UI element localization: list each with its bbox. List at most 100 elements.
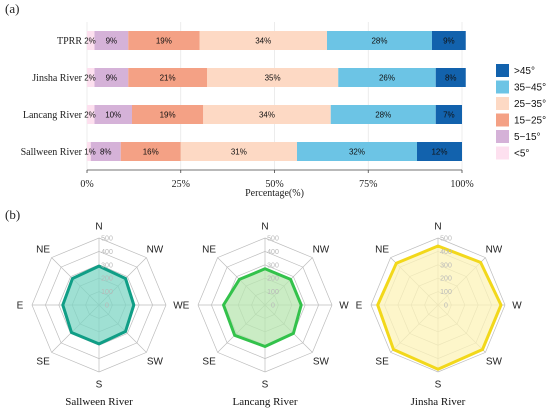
radar-ring-label: 200 — [440, 276, 452, 283]
radar-ring-label: 200 — [267, 276, 279, 283]
bar-chart-legend: >45° 35−45° 25−35° 15−25° 5−15° <5° — [496, 64, 546, 160]
radar-direction-label: W — [339, 301, 349, 312]
data-label: 9% — [443, 37, 455, 46]
data-label: 19% — [156, 37, 172, 46]
bar-segment — [87, 68, 95, 87]
x-axis-title: Percentage(%) — [245, 188, 304, 199]
radar-direction-label: N — [95, 222, 102, 233]
radar-direction-label: SW — [486, 356, 503, 367]
bar-segment — [94, 105, 132, 124]
radar-chart: 0 100 200 300 400 500 N NW W SW S SE E NE Lancang Rive… — [183, 222, 350, 409]
data-label: 21% — [160, 74, 176, 83]
bar-segment — [435, 68, 466, 87]
legend-swatch — [496, 130, 509, 143]
radar-direction-label: S — [96, 380, 103, 391]
radar-ring-label: 500 — [267, 236, 279, 243]
bar-segment — [128, 68, 207, 87]
category-label: TPRR — [57, 36, 82, 47]
radar-ring-label: 300 — [440, 262, 452, 269]
radar-title: Jinsha River — [411, 396, 466, 408]
bar-segment — [94, 31, 129, 50]
data-label: 9% — [106, 74, 118, 83]
bar-segment — [199, 31, 327, 50]
radar-direction-label: SE — [375, 356, 389, 367]
data-label: 28% — [371, 37, 387, 46]
bar-segment — [338, 68, 436, 87]
bar-segment — [120, 142, 181, 161]
radar-ring-label: 400 — [101, 249, 113, 256]
legend-entry: 15−25° — [514, 116, 546, 127]
data-label: 34% — [259, 111, 275, 120]
radar-title: Sallween River — [65, 396, 133, 408]
radar-direction-label: W — [173, 301, 183, 312]
radar-direction-label: N — [434, 222, 441, 233]
radar-ring-label: 400 — [267, 249, 279, 256]
category-label: Jinsha River — [32, 73, 82, 84]
radar-direction-label: S — [435, 380, 442, 391]
data-label: 12% — [431, 148, 447, 157]
x-tick-label: 50% — [265, 179, 283, 190]
radar-ring-label: 0 — [444, 303, 448, 310]
radar-title: Lancang River — [232, 396, 297, 408]
bar-segment — [207, 68, 339, 87]
bar-segment — [435, 105, 462, 124]
legend-entry: 25−35° — [514, 99, 546, 110]
radar-direction-label: S — [262, 380, 269, 391]
bar-segment — [87, 31, 95, 50]
data-label: 34% — [255, 37, 271, 46]
radar-direction-label: E — [17, 301, 24, 312]
legend-entry: 35−45° — [514, 83, 546, 94]
data-label: 32% — [349, 148, 365, 157]
data-label: 28% — [375, 111, 391, 120]
legend-entry: <5° — [514, 149, 529, 160]
radar-ring-label: 300 — [267, 262, 279, 269]
category-label: Lancang River — [23, 110, 83, 121]
bar-segment — [87, 105, 95, 124]
radar-series — [61, 264, 136, 346]
bar-segment — [417, 142, 462, 161]
radar-direction-label: SE — [202, 356, 216, 367]
bar-segment — [203, 105, 331, 124]
data-label: 1% — [84, 148, 96, 157]
radar-direction-label: NE — [36, 245, 50, 256]
data-label: 19% — [160, 111, 176, 120]
legend-swatch — [496, 146, 509, 160]
radar-direction-label: NE — [375, 245, 389, 256]
panel-label-b: (b) — [5, 207, 20, 222]
panel-label-a: (a) — [5, 1, 19, 16]
data-label: 8% — [445, 74, 457, 83]
radar-ring-label: 100 — [440, 289, 452, 296]
radar-direction-label: N — [261, 222, 268, 233]
bar-segment — [327, 31, 432, 50]
radar-ring-label: 500 — [101, 236, 113, 243]
bar-segment — [330, 105, 436, 124]
radar-direction-label: W — [512, 301, 522, 312]
bar-segment — [87, 142, 91, 161]
bar-segment — [132, 105, 204, 124]
radar-direction-label: SE — [36, 356, 50, 367]
data-label: 10% — [105, 111, 121, 120]
bar-segment — [94, 68, 129, 87]
data-label: 2% — [84, 111, 96, 120]
bar-segment — [128, 31, 200, 50]
bar-segment — [90, 142, 121, 161]
radar-direction-label: NW — [313, 245, 330, 256]
bar-chart-bars: TPRR 2% 9% 19% 34% 28% 9%Jinsha River 2% 9% 21% 35… — [21, 31, 466, 161]
radar-chart: 0 100 200 300 400 500 N NW W SW S SE E NE Jinsha River — [356, 222, 523, 409]
radar-direction-label: E — [183, 301, 190, 312]
data-label: 2% — [84, 37, 96, 46]
data-label: 16% — [143, 148, 159, 157]
radar-direction-label: NW — [147, 245, 164, 256]
radar-direction-label: SW — [147, 356, 164, 367]
data-label: 2% — [84, 74, 96, 83]
radar-ring-label: 200 — [101, 276, 113, 283]
x-tick-label: 75% — [359, 179, 377, 190]
bar-chart-x-axis: 0% 25% 50% 75% 100% Percentage(%) — [80, 169, 474, 199]
bar-segment — [297, 142, 417, 161]
legend-swatch — [496, 64, 509, 77]
legend-swatch — [496, 113, 509, 127]
data-label: 31% — [231, 148, 247, 157]
radar-ring-label: 0 — [105, 303, 109, 310]
